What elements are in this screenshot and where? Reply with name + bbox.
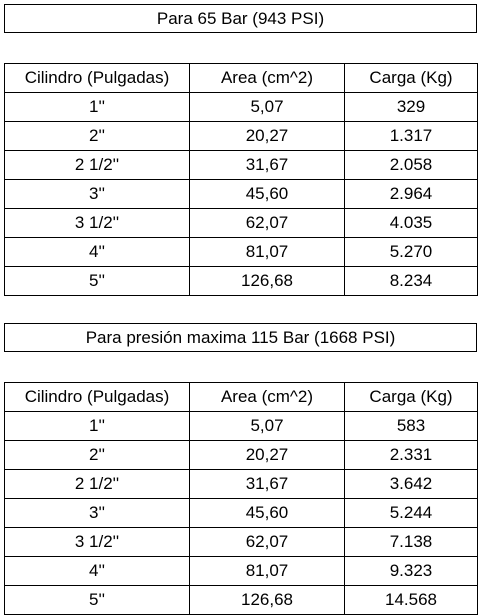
cell-area: 81,07 (189, 237, 345, 267)
cell-cylinder: 2'' (4, 440, 190, 470)
cell-cylinder: 2 1/2'' (4, 150, 190, 180)
load-table-65-bar: Cilindro (Pulgadas) Area (cm^2) Carga (K… (4, 63, 478, 296)
cell-area: 126,68 (189, 266, 345, 296)
cell-area: 126,68 (189, 585, 345, 615)
cell-area: 62,07 (189, 208, 345, 238)
table-row: 2 1/2'' 31,67 2.058 (4, 150, 478, 180)
cell-area: 5,07 (189, 92, 345, 122)
header-area: Area (cm^2) (189, 382, 345, 412)
table-row: 2'' 20,27 1.317 (4, 121, 478, 151)
cell-load: 5.244 (344, 498, 478, 528)
cell-cylinder: 3 1/2'' (4, 208, 190, 238)
cell-load: 5.270 (344, 237, 478, 267)
table-row: 4'' 81,07 9.323 (4, 556, 478, 586)
header-cylinder: Cilindro (Pulgadas) (4, 382, 190, 412)
cell-load: 7.138 (344, 527, 478, 557)
table-row: 3'' 45,60 2.964 (4, 179, 478, 209)
cell-cylinder: 5'' (4, 266, 190, 296)
section-title-max-pressure: Para presión maxima 115 Bar (1668 PSI) (4, 323, 477, 352)
cell-cylinder: 2'' (4, 121, 190, 151)
cell-area: 20,27 (189, 440, 345, 470)
cell-cylinder: 3 1/2'' (4, 527, 190, 557)
table-header-row: Cilindro (Pulgadas) Area (cm^2) Carga (K… (4, 382, 478, 412)
cell-area: 45,60 (189, 179, 345, 209)
table-row: 1'' 5,07 583 (4, 411, 478, 441)
cell-area: 31,67 (189, 150, 345, 180)
cell-cylinder: 5'' (4, 585, 190, 615)
header-load: Carga (Kg) (344, 63, 478, 93)
table-row: 5'' 126,68 14.568 (4, 585, 478, 615)
cell-load: 329 (344, 92, 478, 122)
table-row: 3 1/2'' 62,07 4.035 (4, 208, 478, 238)
cell-area: 20,27 (189, 121, 345, 151)
header-load: Carga (Kg) (344, 382, 478, 412)
cell-area: 62,07 (189, 527, 345, 557)
cell-cylinder: 1'' (4, 92, 190, 122)
header-area: Area (cm^2) (189, 63, 345, 93)
cell-load: 2.964 (344, 179, 478, 209)
cell-cylinder: 2 1/2'' (4, 469, 190, 499)
cell-load: 583 (344, 411, 478, 441)
cell-load: 14.568 (344, 585, 478, 615)
cell-cylinder: 3'' (4, 179, 190, 209)
cell-area: 45,60 (189, 498, 345, 528)
header-cylinder: Cilindro (Pulgadas) (4, 63, 190, 93)
cell-load: 1.317 (344, 121, 478, 151)
cell-area: 31,67 (189, 469, 345, 499)
cell-cylinder: 4'' (4, 556, 190, 586)
table-row: 2 1/2'' 31,67 3.642 (4, 469, 478, 499)
cell-load: 9.323 (344, 556, 478, 586)
table-row: 1'' 5,07 329 (4, 92, 478, 122)
table-row: 2'' 20,27 2.331 (4, 440, 478, 470)
cell-load: 4.035 (344, 208, 478, 238)
table-row: 4'' 81,07 5.270 (4, 237, 478, 267)
cell-cylinder: 1'' (4, 411, 190, 441)
section-title-65-bar: Para 65 Bar (943 PSI) (4, 4, 477, 33)
cell-load: 2.058 (344, 150, 478, 180)
table-header-row: Cilindro (Pulgadas) Area (cm^2) Carga (K… (4, 63, 478, 93)
cell-area: 81,07 (189, 556, 345, 586)
load-table-max-pressure: Cilindro (Pulgadas) Area (cm^2) Carga (K… (4, 382, 478, 615)
table-row: 5'' 126,68 8.234 (4, 266, 478, 296)
cell-load: 2.331 (344, 440, 478, 470)
cell-load: 8.234 (344, 266, 478, 296)
cell-cylinder: 4'' (4, 237, 190, 267)
cell-area: 5,07 (189, 411, 345, 441)
cell-cylinder: 3'' (4, 498, 190, 528)
table-row: 3 1/2'' 62,07 7.138 (4, 527, 478, 557)
table-row: 3'' 45,60 5.244 (4, 498, 478, 528)
cell-load: 3.642 (344, 469, 478, 499)
